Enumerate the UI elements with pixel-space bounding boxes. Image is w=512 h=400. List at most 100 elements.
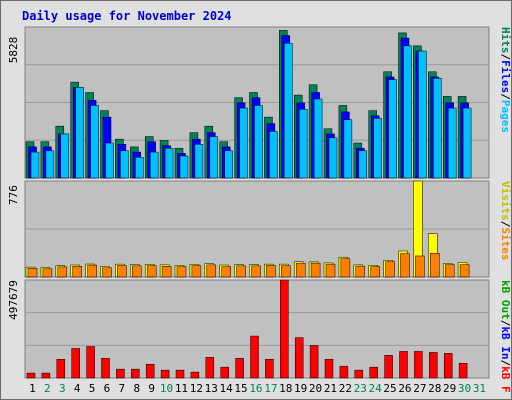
pages-bar bbox=[224, 150, 233, 179]
pages-bar bbox=[164, 147, 174, 179]
legend-top: Hits/Files/Pages bbox=[499, 27, 512, 133]
kb-f-bar bbox=[131, 368, 140, 379]
day-label: 6 bbox=[104, 382, 111, 395]
chart-title: Daily usage for November 2024 bbox=[22, 9, 232, 23]
sites-bar bbox=[146, 265, 157, 278]
panel-kbytes bbox=[24, 279, 490, 379]
sites-bar bbox=[325, 263, 336, 278]
sites-bar bbox=[57, 266, 68, 278]
day-label: 13 bbox=[205, 382, 218, 395]
legend-visits: Visits bbox=[499, 181, 512, 221]
day-label: 24 bbox=[369, 382, 383, 395]
pages-bar bbox=[328, 137, 338, 179]
day-label: 3 bbox=[59, 382, 66, 395]
kb-f-bar bbox=[56, 359, 66, 379]
pages-bar bbox=[254, 105, 263, 179]
sites-bar bbox=[444, 264, 455, 278]
pages-bar bbox=[135, 157, 144, 179]
day-label: 9 bbox=[148, 382, 155, 395]
kb-f-bar bbox=[160, 369, 170, 379]
day-label: 18 bbox=[279, 382, 292, 395]
day-label: 23 bbox=[354, 382, 367, 395]
kb-f-bar bbox=[41, 372, 51, 379]
kb-f-bar bbox=[458, 362, 468, 379]
legend-bottom: kB Out/kB In/kB F bbox=[499, 280, 512, 393]
pages-bar bbox=[298, 109, 308, 179]
sites-bar bbox=[42, 268, 53, 278]
pages-bar bbox=[358, 150, 368, 179]
kb-f-bar bbox=[384, 355, 393, 379]
sites-bar bbox=[355, 265, 366, 278]
sites-bar bbox=[102, 267, 112, 278]
pages-bar bbox=[403, 45, 412, 179]
legend-kb-in: kB In bbox=[499, 326, 512, 359]
legend-pages: Pages bbox=[499, 100, 512, 133]
sites-bar bbox=[340, 258, 351, 278]
legend-kb-f: kB F bbox=[499, 366, 512, 393]
kb-f-bar bbox=[26, 372, 36, 379]
pages-bar bbox=[149, 151, 159, 179]
sites-bar bbox=[236, 265, 246, 278]
sites-bar bbox=[251, 265, 261, 278]
pages-bar bbox=[269, 131, 278, 179]
kb-f-bar bbox=[205, 357, 215, 379]
day-label: 2 bbox=[44, 382, 51, 395]
sites-bar bbox=[281, 265, 291, 278]
kb-f-bar bbox=[235, 358, 244, 379]
sites-bar bbox=[370, 266, 380, 278]
sites-bar bbox=[176, 266, 187, 278]
pages-bar bbox=[373, 118, 382, 179]
kb-f-bar bbox=[294, 337, 304, 379]
kb-f-bar bbox=[309, 345, 319, 379]
kb-f-bar bbox=[220, 366, 229, 379]
kb-f-bar bbox=[71, 348, 80, 379]
kb-f-bar bbox=[324, 359, 334, 379]
sites-bar bbox=[132, 265, 142, 278]
pages-bar bbox=[388, 79, 397, 179]
kb-f-bar bbox=[116, 368, 125, 379]
pages-bar bbox=[239, 107, 248, 179]
day-label: 12 bbox=[190, 382, 203, 395]
legend-files: Files bbox=[499, 60, 512, 93]
legend-separator: / bbox=[499, 320, 512, 327]
pages-bar bbox=[105, 142, 114, 179]
kb-f-bar bbox=[414, 351, 423, 379]
legend-separator: / bbox=[499, 93, 512, 100]
kb-f-bar bbox=[339, 365, 349, 379]
legend-separator: / bbox=[499, 221, 512, 228]
pages-bar bbox=[209, 136, 219, 179]
pages-bar bbox=[45, 150, 55, 179]
kb-f-bar bbox=[280, 279, 289, 379]
day-label: 22 bbox=[339, 382, 352, 395]
sites-bar bbox=[27, 268, 38, 278]
pages-bar bbox=[194, 144, 204, 179]
x-axis-day-labels: 1 2 3 4 5 6 7 8 9 10 11 12 13 14 15 16 17 18 19 20 21 22 23 24 2… bbox=[29, 382, 486, 395]
day-label: 19 bbox=[294, 382, 307, 395]
svg-text:Hits/Files/Pages: Hits/Files/Pages bbox=[499, 27, 512, 133]
kb-f-bar bbox=[86, 346, 95, 379]
sites-bar bbox=[266, 265, 276, 278]
day-label: 25 bbox=[383, 382, 396, 395]
legend-separator: / bbox=[499, 360, 512, 367]
pages-bar bbox=[447, 107, 457, 179]
svg-text:Visits/Sites: Visits/Sites bbox=[499, 181, 512, 261]
kb-f-bar bbox=[145, 363, 155, 379]
day-label: 31 bbox=[473, 382, 486, 395]
sites-bar bbox=[87, 264, 97, 278]
sites-bar bbox=[430, 252, 440, 278]
y-label-hits: 5828 bbox=[7, 37, 20, 64]
kb-f-bar bbox=[101, 358, 110, 379]
kb-f-bar bbox=[443, 353, 453, 379]
day-label: 5 bbox=[89, 382, 96, 395]
pages-bar bbox=[90, 105, 99, 179]
day-label: 27 bbox=[413, 382, 426, 395]
y-label-visits: 776 bbox=[7, 185, 20, 205]
sites-bar bbox=[117, 265, 127, 278]
panel-hits bbox=[24, 26, 490, 179]
sites-bar bbox=[221, 266, 231, 278]
kb-f-bar bbox=[175, 369, 185, 379]
day-label: 29 bbox=[443, 382, 456, 395]
sites-bar bbox=[161, 265, 172, 278]
pages-bar bbox=[313, 98, 323, 179]
